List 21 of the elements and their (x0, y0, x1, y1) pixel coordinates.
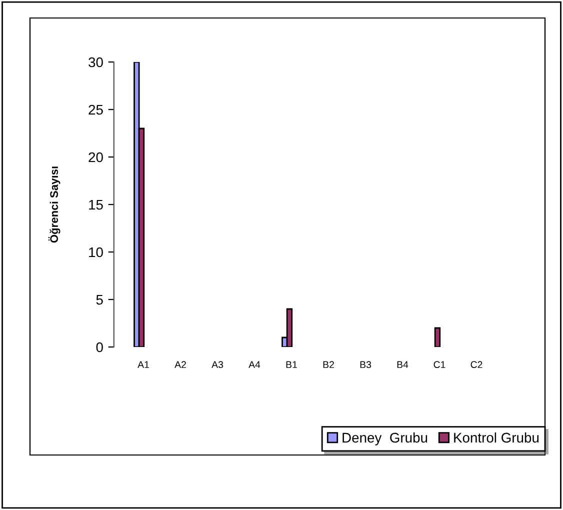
legend-label: Kontrol Grubu (454, 432, 539, 443)
x-tick-label: B3 (360, 361, 372, 368)
bar (434, 327, 441, 347)
x-tick-label: C1 (434, 361, 446, 368)
x-tick-label: C2 (470, 361, 482, 368)
y-tick-label: 15 (89, 200, 103, 210)
x-tick-label: A3 (212, 361, 224, 368)
y-tick-label: 5 (96, 294, 103, 305)
y-tick-label: 10 (89, 247, 103, 258)
y-tick-label: 30 (88, 57, 103, 68)
y-tick-label: 0 (96, 342, 103, 352)
x-tick-label: A1 (138, 361, 149, 368)
x-tick-label: B1 (286, 361, 297, 368)
x-tick-label: A2 (174, 361, 186, 368)
legend-label: Deney Grubu (342, 432, 428, 446)
y-axis-title: Öğrenci Sayısı (48, 166, 60, 243)
y-tick-label: 25 (88, 104, 103, 115)
x-tick-label: B4 (397, 361, 408, 368)
x-tick-label: B2 (323, 361, 334, 368)
y-tick-label: 20 (88, 152, 103, 162)
x-tick-label: A4 (248, 361, 260, 368)
